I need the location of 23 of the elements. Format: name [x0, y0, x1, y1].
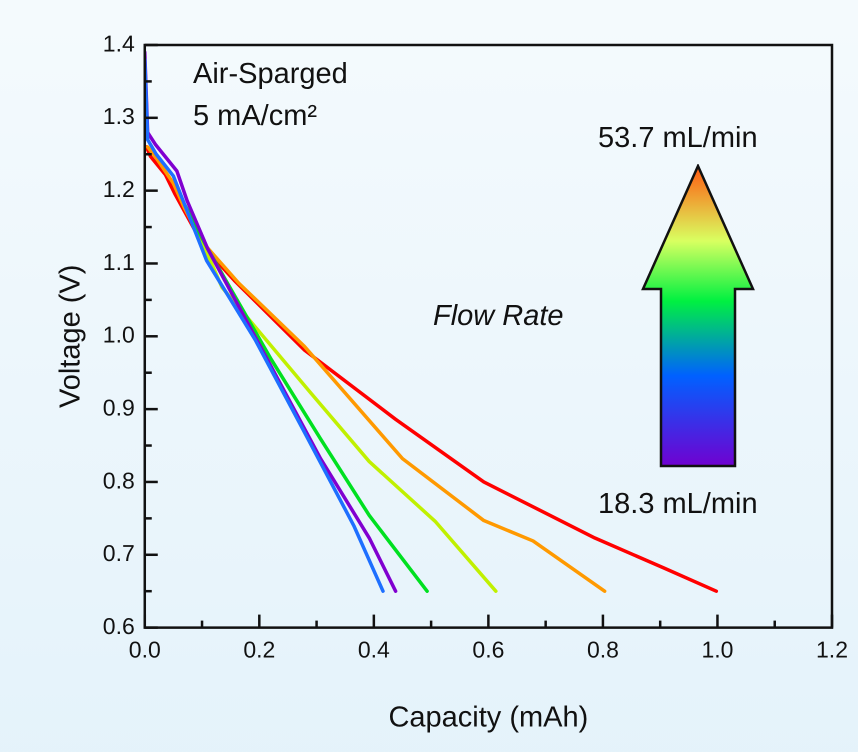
- x-tick-label: 0.8: [586, 636, 619, 663]
- annotation: Flow Rate: [433, 300, 564, 333]
- y-tick-label: 1.4: [102, 30, 135, 56]
- annotation: 53.7 mL/min: [598, 122, 758, 155]
- annotation: Air-Sparged: [193, 58, 348, 91]
- y-tick-label: 0.9: [102, 394, 135, 420]
- x-tick-label: 0.4: [358, 636, 390, 663]
- x-tick-label: 0.0: [128, 636, 161, 663]
- x-axis-title: Capacity (mAh): [388, 702, 588, 734]
- y-tick-label: 0.7: [102, 540, 135, 566]
- y-tick-label: 1.2: [102, 176, 135, 202]
- x-tick-label: 0.6: [472, 636, 504, 663]
- y-tick-label: 1.3: [102, 103, 135, 130]
- y-tick-label: 0.8: [102, 467, 135, 494]
- y-axis-title: Voltage (V): [54, 264, 86, 408]
- y-tick-label: 0.6: [102, 612, 135, 639]
- annotation: 18.3 mL/min: [598, 488, 758, 521]
- x-tick-label: 1.0: [701, 636, 734, 663]
- x-tick-label: 0.2: [243, 636, 276, 663]
- annotation: 5 mA/cm²: [193, 100, 318, 133]
- y-tick-label: 1.1: [102, 248, 135, 275]
- x-tick-label: 1.2: [816, 636, 848, 663]
- y-tick-label: 1.0: [102, 322, 135, 348]
